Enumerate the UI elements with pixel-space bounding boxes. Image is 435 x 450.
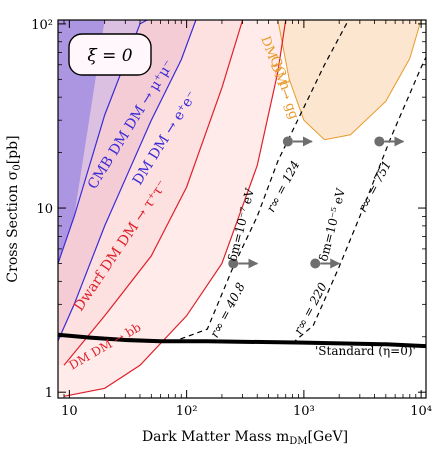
axis-ticks: 10 10² 10³ 10⁴ 1 10 10² [31,18,432,419]
x-axis-label: Dark Matter Mass mDM[GeV] [142,429,348,447]
x-tick-label-1: 10 [61,404,78,419]
y-tick-label-3: 10² [31,18,53,33]
marker-point-1 [228,258,239,269]
marker-label-3: r∞ = 220 [291,280,330,337]
gc-region-edge [277,20,422,141]
curve-mumu [58,20,148,264]
x-tick-label-2: 10² [176,404,198,419]
region-label-8: δm=10⁻⁵ eV [316,187,348,263]
curve-bb [63,20,287,397]
curve-dashed-1 [171,20,350,343]
gc-region-fill [277,20,426,140]
curve-ee [58,20,197,342]
legend-text: ξ = 0 [87,46,132,66]
x-tick-label-3: 10³ [293,404,315,419]
region-label-9: 'Standard (η=0)' [315,344,416,358]
marker-point-3 [310,258,321,269]
band-fill-cmb [58,20,105,264]
curve-dashed-2 [292,56,426,344]
curve-tautau [63,20,244,366]
curve-standard [58,332,426,349]
legend-box: ξ = 0 [68,33,152,76]
marker-point-4 [374,136,385,147]
marker-label-1: r∞ = 40.8 [207,280,248,340]
y-tick-label-2: 10 [36,202,53,217]
y-axis-label: Cross Section σ0[pb] [5,135,23,282]
curves [58,20,426,397]
marker-point-2 [282,136,293,147]
marker-label-2: r∞ = 124 [264,158,303,214]
marker-label-4: r∞ = 751 [355,158,394,214]
x-tick-label-4: 10⁴ [410,404,432,419]
plot-frame [57,19,427,399]
y-tick-label-1: 1 [45,386,53,401]
